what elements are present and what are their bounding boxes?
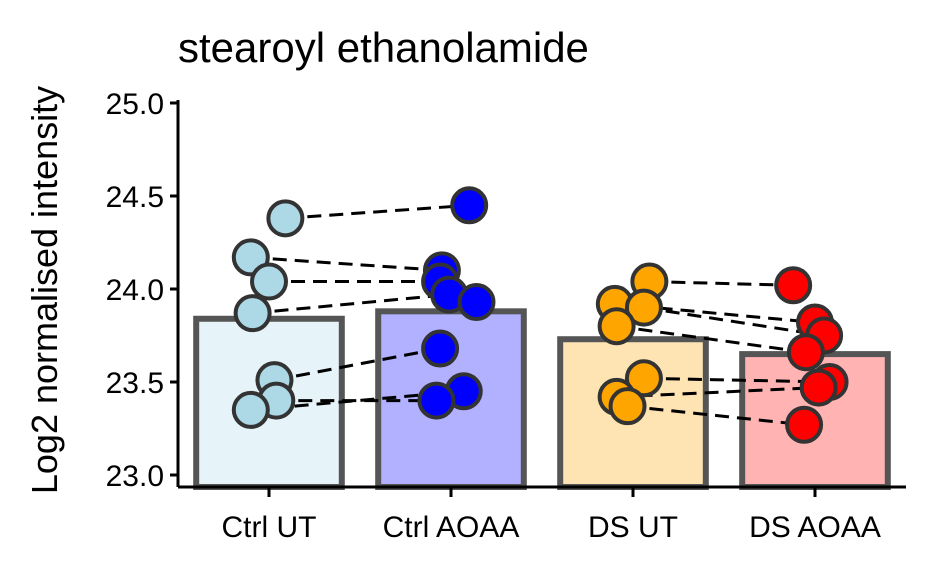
point-2-4	[624, 359, 663, 398]
y-ticks: 23.0 23.5 24.0 24.5 25.0	[106, 88, 178, 493]
y-axis-label: Log2 normalised intensity	[24, 86, 65, 494]
y-tick-label-0: 23.0	[106, 460, 164, 493]
point-1-4	[457, 283, 496, 322]
pair-line-13	[627, 404, 805, 427]
point-1-0	[450, 186, 489, 225]
pair-lines	[250, 203, 830, 427]
point-0-0	[266, 199, 305, 238]
point-1-5	[421, 329, 460, 368]
x-ticks: Ctrl UT Ctrl AOAA DS UT DS AOAA	[222, 487, 881, 544]
pair-line-4	[274, 347, 441, 382]
point-3-5	[799, 368, 838, 407]
pair-line-3	[252, 293, 450, 315]
pair-line-7	[649, 280, 794, 287]
point-3-0	[774, 266, 813, 305]
points	[231, 186, 849, 444]
axes	[176, 100, 906, 489]
x-tick-label-2: DS UT	[588, 511, 678, 544]
pair-line-0	[285, 203, 470, 220]
pair-line-10	[616, 324, 807, 354]
x-tick-label-3: DS AOAA	[749, 511, 881, 544]
point-2-3	[597, 307, 636, 346]
point-3-6	[785, 405, 824, 444]
point-0-3	[233, 294, 272, 333]
pair-line-11	[643, 376, 830, 384]
x-tick-label-0: Ctrl UT	[222, 511, 317, 544]
point-3-3	[786, 333, 825, 372]
pair-line-9	[643, 306, 825, 337]
y-tick-label-3: 24.5	[106, 181, 164, 214]
point-0-6	[231, 390, 270, 429]
point-1-7	[417, 381, 456, 420]
point-2-6	[608, 387, 647, 426]
chart-title: stearoyl ethanolamide	[178, 24, 589, 71]
pair-line-1	[250, 255, 443, 272]
y-tick-label-1: 23.5	[106, 367, 164, 400]
point-2-2	[624, 288, 663, 327]
y-tick-label-2: 24.0	[106, 274, 164, 307]
x-tick-label-1: Ctrl AOAA	[383, 511, 520, 544]
point-0-2	[250, 262, 288, 301]
y-tick-label-4: 25.0	[106, 88, 164, 121]
